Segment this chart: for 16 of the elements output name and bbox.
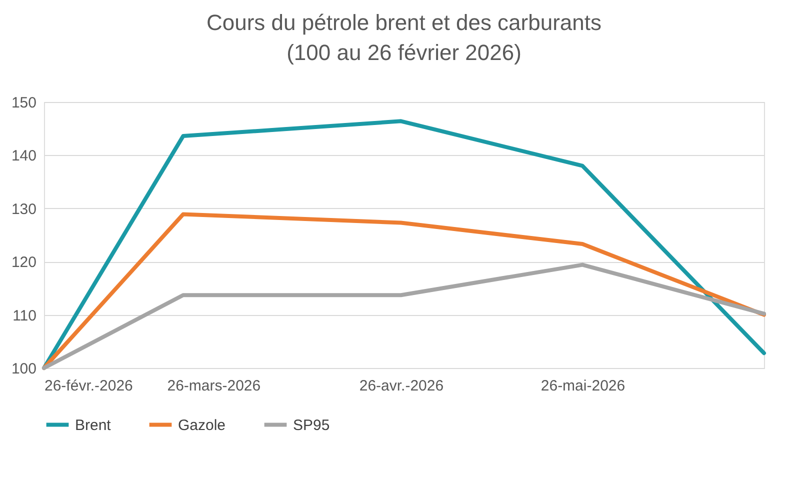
chart-subtitle: (100 au 26 février 2026) <box>286 40 522 65</box>
y-tick-label: 120 <box>11 254 36 272</box>
chart-title: Cours du pétrole brent et des carburants <box>206 10 602 35</box>
x-tick-label: 26-févr.-2026 <box>44 378 133 394</box>
legend-label: Brent <box>75 416 112 434</box>
y-tick-label: 130 <box>11 200 36 218</box>
x-tick-label: 26-mai-2026 <box>540 378 626 394</box>
y-tick-label: 140 <box>11 148 36 165</box>
y-tick-label: 150 <box>11 94 36 112</box>
x-tick-label: 26-avr.-2026 <box>359 378 444 394</box>
y-tick-label: 100 <box>11 360 36 378</box>
line-series <box>42 262 766 370</box>
legend-label: Gazole <box>178 416 226 434</box>
y-tick-label: 110 <box>12 307 36 324</box>
legend-label: SP95 <box>293 416 330 434</box>
x-tick-label: 26-mars-2026 <box>167 378 261 394</box>
